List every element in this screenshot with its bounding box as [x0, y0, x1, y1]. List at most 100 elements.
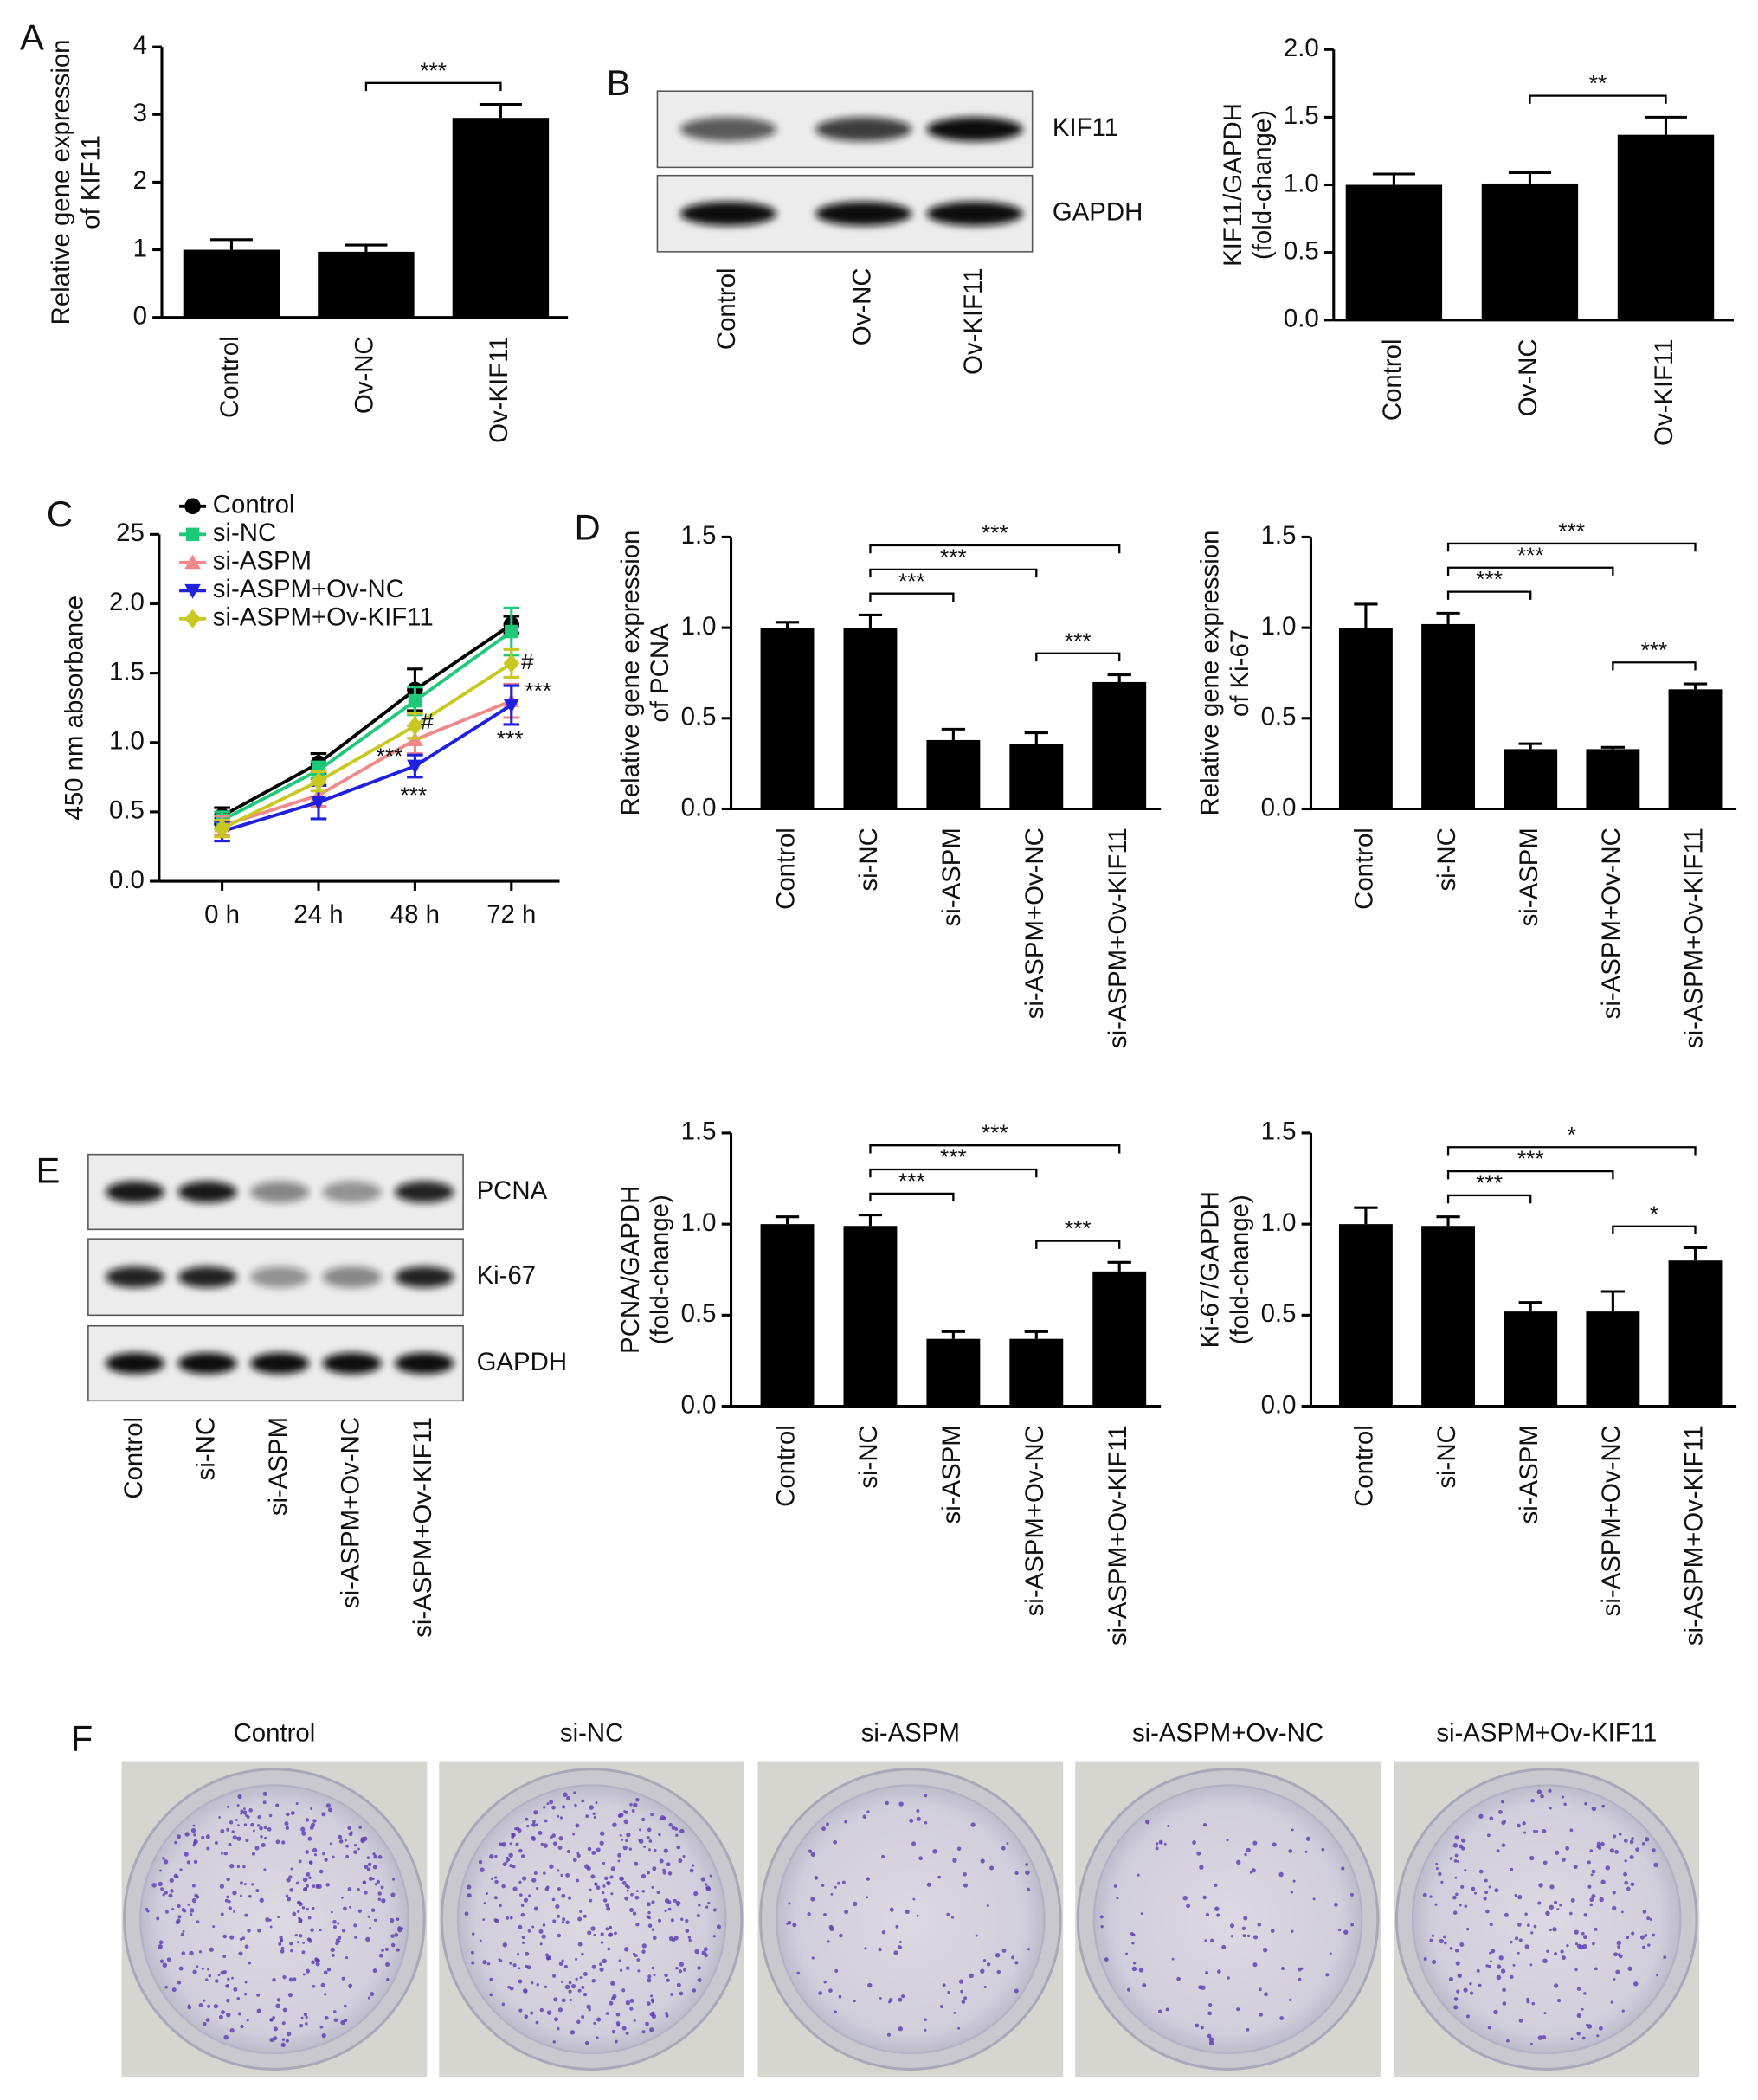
colony: [217, 1974, 221, 1977]
colony: [1229, 1923, 1235, 1929]
colony: [1349, 1892, 1354, 1897]
colony: [228, 1906, 232, 1910]
colony: [284, 1821, 289, 1826]
colony: [207, 1968, 209, 1971]
colony: [345, 1955, 349, 1960]
colony: [564, 1984, 570, 1990]
colony: [583, 1864, 589, 1869]
colony: [1615, 1969, 1620, 1974]
annotation: ***: [377, 744, 403, 770]
colony: [1006, 1842, 1009, 1845]
colony: [685, 1929, 690, 1934]
colony: [1644, 1837, 1650, 1842]
colony: [555, 1904, 560, 1910]
colony: [255, 1889, 260, 1893]
colony: [312, 1984, 316, 1988]
colony: [204, 1978, 209, 1981]
colony: [1496, 1964, 1502, 1969]
colony: [626, 1885, 630, 1890]
colony: [986, 1962, 991, 1967]
colony: [1292, 1879, 1296, 1883]
colony: [1449, 1857, 1453, 1860]
colony: [647, 1910, 651, 1915]
colony: [277, 1915, 280, 1919]
colony: [924, 2028, 927, 2032]
colony: [599, 1962, 602, 1967]
colony: [629, 2007, 634, 2011]
colony: [281, 1840, 286, 1845]
colony: [300, 1826, 306, 1832]
colony: [1478, 1983, 1482, 1987]
colony: [1589, 1903, 1594, 1907]
colony: [1209, 1938, 1214, 1943]
colony: [289, 1888, 293, 1892]
colony: [1145, 1819, 1150, 1825]
y-tick-label: 1.0: [1284, 169, 1319, 197]
colony: [237, 2012, 241, 2016]
colony: [584, 2040, 589, 2045]
colony: [594, 1882, 597, 1885]
colony: [1649, 1918, 1652, 1921]
colony: [522, 1988, 528, 1994]
significance-bracket: [869, 1168, 1038, 1178]
colony: [240, 1812, 243, 1815]
colony: [590, 1926, 596, 1931]
significance-label: ***: [1065, 1215, 1092, 1241]
colony: [593, 2021, 596, 2025]
colony: [646, 1836, 650, 1840]
colony: [289, 1942, 293, 1946]
colony: [364, 1891, 368, 1895]
colony: [1443, 1935, 1446, 1939]
colony: [683, 1968, 687, 1972]
colony: [373, 1918, 377, 1923]
colony: [631, 1809, 635, 1813]
colony: [1454, 1949, 1459, 1953]
colony: [208, 1974, 212, 1978]
blot-band: [105, 1352, 165, 1375]
colony: [221, 2010, 225, 2014]
colony: [602, 1884, 606, 1888]
colony: [546, 2010, 552, 2015]
colony: [617, 1852, 622, 1858]
colony: [895, 1924, 899, 1929]
colony: [558, 1836, 563, 1841]
colony: [587, 1930, 592, 1936]
y-axis-label: KIF11/GAPDH: [1219, 103, 1247, 267]
lane-label: si-ASPM: [264, 1417, 293, 1516]
bar: [1338, 628, 1393, 809]
colony: [244, 1981, 248, 1984]
x-tick-label: si-ASPM+Ov-KIF11: [1104, 1425, 1132, 1646]
blot-band: [322, 1181, 382, 1203]
colony: [521, 1876, 527, 1881]
group-label: si-ASPM+Ov-KIF11: [1436, 1718, 1657, 1747]
colony: [536, 1887, 539, 1891]
colony: [952, 1858, 957, 1863]
colony: [486, 1962, 491, 1966]
colony: [1422, 1892, 1427, 1897]
colony: [227, 1805, 229, 1808]
colony: [237, 1824, 240, 1827]
colony: [189, 1908, 195, 1913]
colony: [193, 1859, 198, 1865]
colony: [552, 2040, 557, 2044]
bar: [926, 739, 981, 809]
colony: [828, 1924, 834, 1929]
colony: [1226, 1839, 1229, 1842]
colony: [1449, 1947, 1453, 1950]
colony: [287, 1993, 293, 1998]
colony: [1249, 1871, 1252, 1874]
colony: [1192, 1840, 1196, 1845]
colony: [357, 1847, 360, 1851]
colony: [542, 1923, 546, 1927]
colony: [248, 1894, 252, 1898]
colony: [232, 1891, 237, 1896]
colony: [350, 1831, 353, 1834]
blot-band: [679, 201, 777, 226]
significance-label: ***: [982, 1120, 1008, 1146]
annotation: ***: [525, 678, 551, 704]
colony: [1653, 1862, 1658, 1868]
colony: [300, 2016, 304, 2019]
colony: [219, 1884, 225, 1889]
significance-bracket: [1035, 1240, 1121, 1249]
